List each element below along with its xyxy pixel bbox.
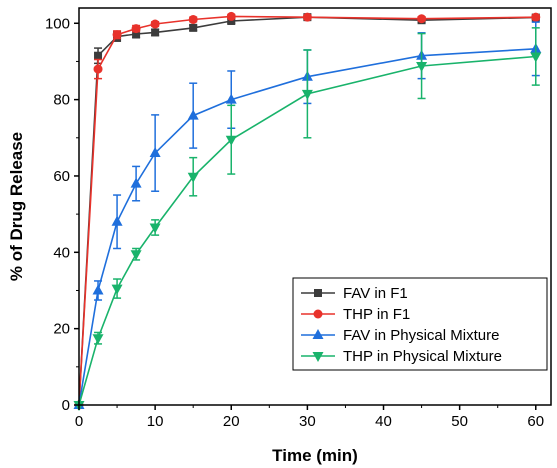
legend-marker	[314, 289, 322, 297]
y-tick-label: 20	[53, 321, 70, 338]
legend: FAV in F1 THP in F1 FAV in Physical Mixtur…	[292, 277, 548, 371]
data-point	[94, 51, 103, 60]
legend-entry: FAV in F1	[301, 285, 408, 302]
y-tick-label: 0	[62, 397, 70, 414]
data-point	[130, 177, 142, 188]
series-line	[78, 15, 536, 406]
data-point	[225, 135, 237, 146]
y-tick-label: 100	[45, 15, 70, 32]
data-point	[225, 93, 237, 104]
data-point	[130, 250, 142, 261]
data-point	[111, 284, 123, 295]
data-point	[417, 14, 427, 24]
data-point	[151, 28, 160, 37]
series-4	[73, 27, 542, 411]
x-axis-title: Time (min)	[272, 446, 358, 465]
x-tick-label: 40	[375, 413, 392, 430]
axes: 0 10 20 30 40 50 60 0 20 40 60 80 100	[45, 7, 552, 430]
data-point	[189, 23, 198, 32]
data-point	[530, 52, 542, 63]
legend-box	[292, 277, 548, 371]
data-point	[227, 16, 236, 25]
legend-label: THP in Physical Mixture	[343, 348, 502, 365]
legend-entry: FAV in Physical Mixture	[301, 327, 499, 344]
data-point	[132, 29, 141, 38]
data-point	[92, 284, 104, 295]
data-point	[131, 24, 141, 34]
x-tick-label: 30	[299, 413, 316, 430]
data-point	[302, 12, 312, 22]
legend-marker	[313, 309, 323, 319]
data-point	[188, 14, 198, 24]
x-tick-label: 10	[147, 413, 164, 430]
plot-frame	[78, 7, 552, 406]
series-line	[78, 48, 536, 406]
data-point	[187, 109, 199, 120]
series-line	[78, 55, 536, 406]
legend-entry: THP in Physical Mixture	[301, 348, 502, 365]
legend-entry: THP in F1	[301, 306, 410, 323]
data-point	[149, 147, 161, 158]
x-tick-label: 60	[527, 413, 544, 430]
x-tick-label: 0	[75, 413, 83, 430]
data-point	[93, 64, 103, 74]
legend-label: FAV in Physical Mixture	[343, 327, 499, 344]
y-tick-label: 60	[53, 168, 70, 185]
legend-marker	[312, 329, 324, 339]
data-point	[149, 223, 161, 234]
data-point	[92, 334, 104, 345]
y-axis-title: % of Drug Release	[7, 132, 26, 281]
data-point	[531, 12, 541, 22]
y-tick-label: 80	[53, 92, 70, 109]
data-point	[111, 215, 123, 226]
x-tick-label: 50	[451, 413, 468, 430]
x-tick-label: 20	[223, 413, 240, 430]
data-point	[150, 19, 160, 29]
y-tick-label: 40	[53, 244, 70, 261]
data-point	[226, 11, 236, 21]
legend-marker	[312, 352, 324, 362]
data-point	[187, 172, 199, 183]
legend-label: THP in F1	[343, 306, 410, 323]
data-point	[301, 89, 313, 100]
data-point	[112, 30, 122, 40]
data-point	[416, 62, 428, 73]
legend-label: FAV in F1	[343, 285, 408, 302]
plot-area	[73, 11, 542, 411]
